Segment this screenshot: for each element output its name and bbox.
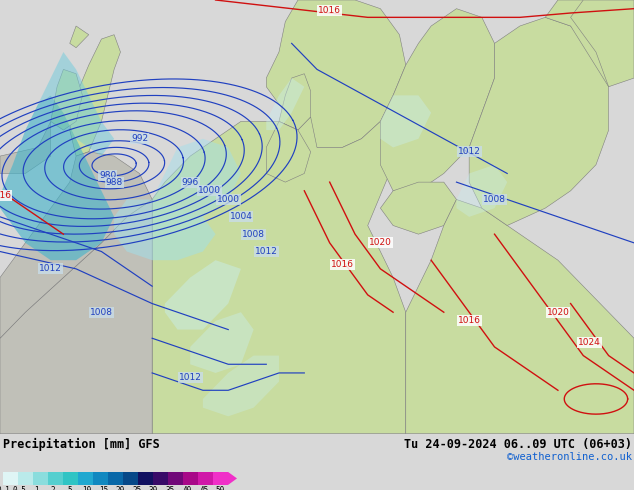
Text: 25: 25 — [133, 486, 141, 490]
Polygon shape — [266, 78, 304, 130]
Polygon shape — [152, 117, 406, 434]
Text: 988: 988 — [105, 178, 123, 187]
Text: 1024: 1024 — [578, 338, 601, 347]
Bar — [168, 472, 183, 485]
Polygon shape — [380, 9, 495, 191]
Polygon shape — [0, 152, 152, 338]
Bar — [153, 472, 168, 485]
Polygon shape — [70, 26, 89, 48]
Text: 1020: 1020 — [369, 238, 392, 247]
Text: 992: 992 — [131, 134, 148, 143]
Text: 20: 20 — [115, 486, 125, 490]
Bar — [3, 472, 18, 485]
Polygon shape — [406, 199, 634, 434]
Text: 1016: 1016 — [458, 317, 481, 325]
Polygon shape — [0, 96, 114, 260]
Text: 50: 50 — [216, 486, 225, 490]
Text: 1008: 1008 — [242, 230, 265, 239]
Text: 0.1: 0.1 — [0, 486, 10, 490]
Polygon shape — [469, 17, 609, 225]
Text: 1020: 1020 — [547, 308, 569, 317]
Polygon shape — [545, 0, 634, 87]
Text: 10: 10 — [82, 486, 91, 490]
Polygon shape — [51, 70, 82, 130]
Polygon shape — [380, 182, 456, 234]
Polygon shape — [266, 0, 406, 147]
Text: Precipitation [mm] GFS: Precipitation [mm] GFS — [3, 438, 160, 451]
Polygon shape — [380, 96, 431, 147]
Bar — [33, 472, 48, 485]
Bar — [18, 472, 33, 485]
Text: 1004: 1004 — [230, 212, 252, 221]
Bar — [183, 472, 198, 485]
Bar — [48, 472, 63, 485]
Text: 1008: 1008 — [483, 195, 506, 204]
Text: 1012: 1012 — [255, 247, 278, 256]
Text: 1012: 1012 — [458, 147, 481, 156]
Polygon shape — [114, 199, 216, 260]
Polygon shape — [25, 52, 114, 156]
Polygon shape — [279, 74, 311, 130]
Text: 1016: 1016 — [0, 191, 11, 199]
Text: 980: 980 — [99, 171, 117, 180]
Text: Tu 24-09-2024 06..09 UTC (06+03): Tu 24-09-2024 06..09 UTC (06+03) — [404, 438, 632, 451]
Polygon shape — [190, 312, 254, 373]
Text: ©weatheronline.co.uk: ©weatheronline.co.uk — [507, 452, 632, 462]
Bar — [138, 472, 153, 485]
Text: 1008: 1008 — [90, 308, 113, 317]
Polygon shape — [571, 0, 634, 87]
Bar — [63, 472, 78, 485]
Text: 1016: 1016 — [331, 260, 354, 269]
Text: 5: 5 — [68, 486, 72, 490]
Polygon shape — [0, 122, 51, 173]
Polygon shape — [456, 165, 507, 217]
Text: 1000: 1000 — [198, 186, 221, 196]
Bar — [123, 472, 138, 485]
Text: 45: 45 — [199, 486, 209, 490]
Text: 30: 30 — [149, 486, 158, 490]
Bar — [93, 472, 108, 485]
Bar — [78, 472, 93, 485]
Text: 35: 35 — [165, 486, 175, 490]
Text: 1012: 1012 — [179, 373, 202, 382]
Text: 1000: 1000 — [217, 195, 240, 204]
Polygon shape — [165, 260, 241, 330]
Bar — [198, 472, 213, 485]
Text: 996: 996 — [181, 178, 199, 187]
Polygon shape — [266, 122, 311, 182]
Text: 2: 2 — [51, 486, 56, 490]
Text: 1: 1 — [34, 486, 39, 490]
Bar — [108, 472, 123, 485]
Bar — [213, 472, 228, 485]
Text: 1012: 1012 — [39, 265, 62, 273]
Polygon shape — [203, 356, 279, 416]
Text: 40: 40 — [183, 486, 191, 490]
Text: 0.5: 0.5 — [13, 486, 27, 490]
Polygon shape — [152, 139, 241, 217]
Polygon shape — [70, 35, 120, 156]
Text: 15: 15 — [99, 486, 108, 490]
Polygon shape — [0, 199, 152, 434]
Polygon shape — [228, 472, 237, 485]
Text: 1016: 1016 — [318, 6, 341, 15]
